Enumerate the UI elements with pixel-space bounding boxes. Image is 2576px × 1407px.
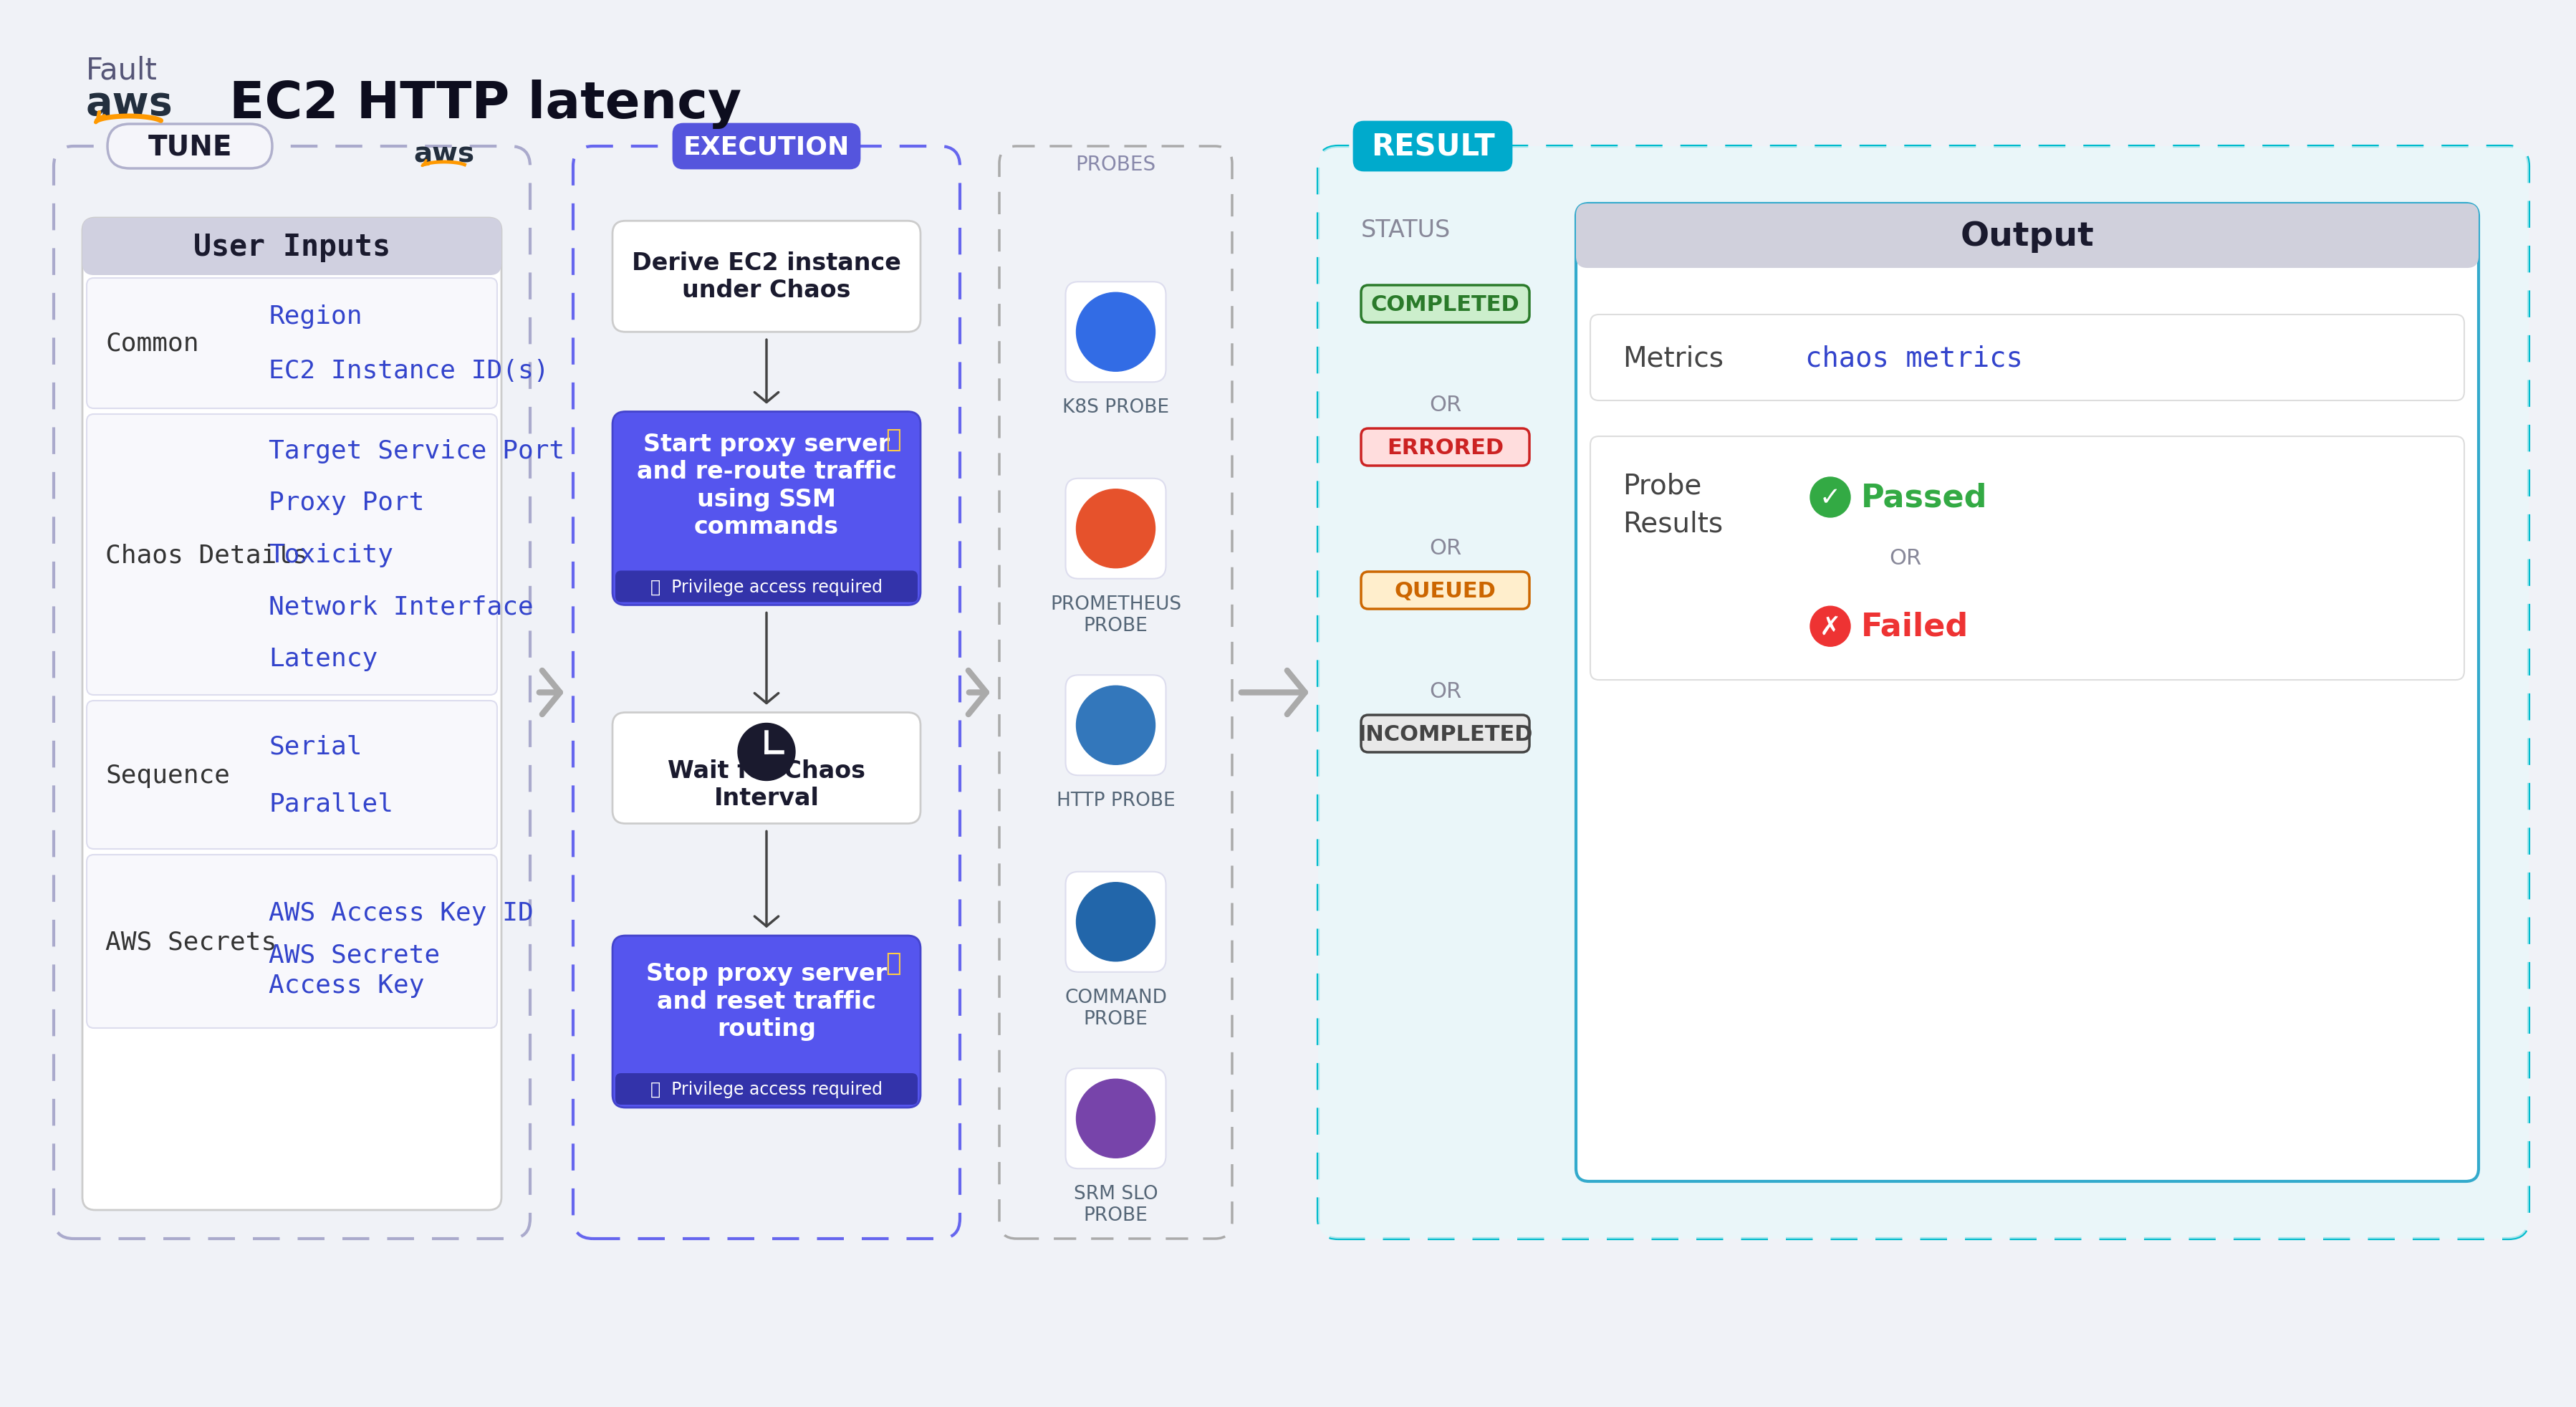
Text: Chaos Details: Chaos Details: [106, 543, 309, 567]
FancyBboxPatch shape: [1589, 315, 2465, 401]
FancyBboxPatch shape: [613, 412, 920, 605]
FancyBboxPatch shape: [1066, 872, 1167, 972]
Text: Proxy Port: Proxy Port: [268, 491, 425, 515]
FancyBboxPatch shape: [1360, 573, 1530, 609]
Text: INCOMPLETED: INCOMPLETED: [1358, 723, 1533, 744]
Text: Common: Common: [106, 332, 198, 356]
FancyBboxPatch shape: [672, 125, 860, 169]
FancyBboxPatch shape: [1066, 478, 1167, 580]
FancyBboxPatch shape: [1355, 122, 1512, 172]
FancyBboxPatch shape: [1360, 715, 1530, 753]
Text: RESULT: RESULT: [1370, 132, 1494, 162]
Text: K8S PROBE: K8S PROBE: [1061, 398, 1170, 416]
Circle shape: [737, 723, 796, 781]
FancyBboxPatch shape: [1589, 436, 2465, 680]
FancyBboxPatch shape: [1577, 204, 2478, 1182]
Text: ⓘ  Privilege access required: ⓘ Privilege access required: [652, 1081, 884, 1097]
Text: Passed: Passed: [1860, 483, 1989, 514]
FancyBboxPatch shape: [88, 279, 497, 409]
Text: Wait for Chaos
Interval: Wait for Chaos Interval: [667, 758, 866, 810]
Circle shape: [1811, 606, 1850, 647]
FancyBboxPatch shape: [613, 936, 920, 1107]
FancyBboxPatch shape: [82, 218, 502, 1210]
FancyBboxPatch shape: [613, 713, 920, 823]
Text: Region: Region: [268, 304, 363, 329]
Text: Probe
Results: Probe Results: [1623, 473, 1723, 537]
Text: OR: OR: [1430, 681, 1461, 701]
Text: OR: OR: [1430, 537, 1461, 559]
FancyBboxPatch shape: [82, 218, 502, 276]
Text: Target Service Port: Target Service Port: [268, 439, 564, 463]
Circle shape: [1811, 477, 1850, 518]
Text: Output: Output: [1960, 219, 2094, 252]
Text: EC2 HTTP latency: EC2 HTTP latency: [229, 79, 742, 128]
FancyBboxPatch shape: [1066, 675, 1167, 775]
FancyBboxPatch shape: [1360, 429, 1530, 466]
Text: User Inputs: User Inputs: [193, 232, 392, 262]
Text: 🔒: 🔒: [886, 428, 902, 452]
Text: ✓: ✓: [1819, 485, 1842, 509]
Text: QUEUED: QUEUED: [1394, 580, 1497, 601]
Text: OR: OR: [1430, 394, 1461, 415]
Text: 🔒: 🔒: [886, 951, 902, 975]
Circle shape: [1077, 882, 1154, 961]
FancyBboxPatch shape: [1577, 204, 2478, 269]
Text: ERRORED: ERRORED: [1386, 438, 1504, 457]
Text: STATUS: STATUS: [1360, 218, 1450, 242]
FancyBboxPatch shape: [616, 571, 917, 602]
Text: Latency: Latency: [268, 647, 379, 671]
Text: Derive EC2 instance
under Chaos: Derive EC2 instance under Chaos: [631, 252, 902, 303]
Text: OR: OR: [1888, 549, 1922, 568]
Text: AWS Secrets: AWS Secrets: [106, 930, 276, 954]
Text: PROBES: PROBES: [1077, 155, 1157, 174]
Text: Sequence: Sequence: [106, 763, 229, 788]
Text: aws: aws: [85, 84, 173, 124]
Text: Failed: Failed: [1860, 611, 1968, 642]
Text: SRM SLO
PROBE: SRM SLO PROBE: [1074, 1185, 1157, 1224]
FancyBboxPatch shape: [1066, 283, 1167, 383]
Circle shape: [1077, 1079, 1154, 1158]
FancyBboxPatch shape: [613, 221, 920, 332]
Text: Metrics: Metrics: [1623, 345, 1723, 371]
Text: aws: aws: [415, 141, 474, 167]
FancyBboxPatch shape: [88, 701, 497, 850]
Text: ⓘ  Privilege access required: ⓘ Privilege access required: [652, 578, 884, 595]
Text: EXECUTION: EXECUTION: [683, 135, 850, 159]
Text: ✗: ✗: [1819, 615, 1842, 639]
Text: COMMAND
PROBE: COMMAND PROBE: [1064, 988, 1167, 1029]
FancyBboxPatch shape: [1066, 1068, 1167, 1169]
FancyBboxPatch shape: [88, 415, 497, 695]
Circle shape: [1077, 490, 1154, 568]
Text: EC2 Instance ID(s): EC2 Instance ID(s): [268, 359, 549, 383]
Text: Start proxy server
and re-route traffic
using SSM
commands: Start proxy server and re-route traffic …: [636, 433, 896, 539]
FancyBboxPatch shape: [88, 855, 497, 1029]
FancyBboxPatch shape: [1360, 286, 1530, 324]
Text: COMPLETED: COMPLETED: [1370, 294, 1520, 315]
Text: AWS Secrete
Access Key: AWS Secrete Access Key: [268, 943, 440, 998]
Text: TUNE: TUNE: [147, 134, 232, 160]
Text: chaos metrics: chaos metrics: [1806, 345, 2022, 371]
FancyBboxPatch shape: [108, 125, 273, 169]
Text: PROMETHEUS
PROBE: PROMETHEUS PROBE: [1051, 595, 1182, 635]
Text: Network Interface: Network Interface: [268, 595, 533, 619]
Text: Serial: Serial: [268, 734, 363, 758]
Text: Toxicity: Toxicity: [268, 543, 394, 567]
FancyBboxPatch shape: [1319, 146, 2530, 1238]
FancyBboxPatch shape: [616, 1074, 917, 1104]
Circle shape: [1077, 687, 1154, 765]
Text: AWS Access Key ID: AWS Access Key ID: [268, 900, 533, 926]
Text: Fault: Fault: [85, 55, 157, 86]
Text: Parallel: Parallel: [268, 792, 394, 816]
Circle shape: [1077, 293, 1154, 371]
Text: Stop proxy server
and reset traffic
routing: Stop proxy server and reset traffic rout…: [647, 962, 886, 1040]
Text: HTTP PROBE: HTTP PROBE: [1056, 791, 1175, 810]
